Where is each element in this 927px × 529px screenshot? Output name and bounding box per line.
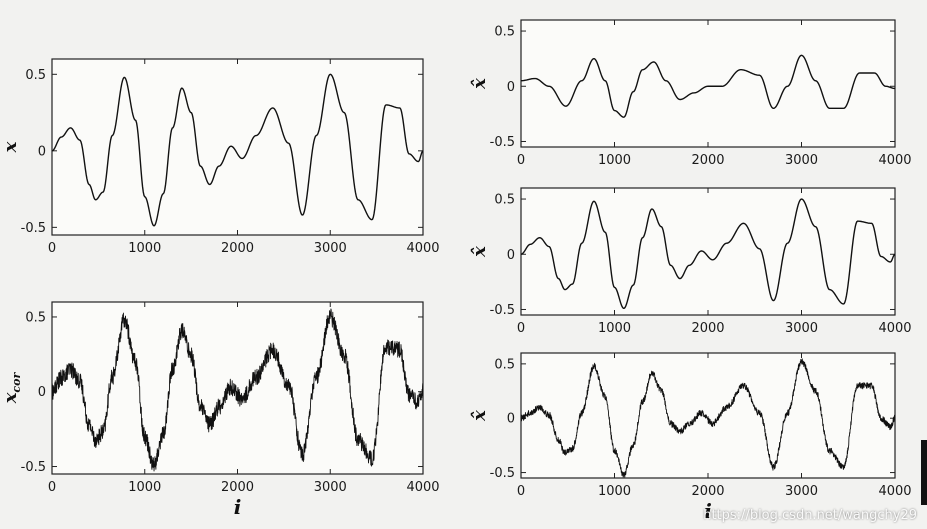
x-tick-label: 3000 — [314, 241, 347, 256]
y-axis-label-main: x — [0, 141, 21, 153]
x-tick-label: 4000 — [406, 480, 439, 495]
x-tick-label: 0 — [48, 241, 56, 256]
y-tick-label: 0 — [38, 144, 46, 159]
y-axis-label: xcor — [0, 372, 23, 405]
y-tick-label: 0.5 — [25, 68, 46, 83]
x-tick-label: 3000 — [785, 153, 818, 168]
series-line — [52, 308, 423, 472]
watermark-text: https://blog.csdn.net/wangchy29 — [703, 508, 917, 523]
x-tick-label: 1000 — [598, 484, 631, 499]
plot-frame — [520, 187, 896, 316]
x-tick-label: 4000 — [878, 321, 911, 336]
x-tick-label: 2000 — [221, 241, 254, 256]
y-tick-label: -0.5 — [21, 221, 46, 236]
y-tick-label: -0.5 — [490, 135, 515, 150]
x-tick-label: 0 — [517, 153, 525, 168]
x-tick-label: 4000 — [878, 153, 911, 168]
y-tick-label: 0.5 — [25, 310, 46, 325]
x-tick-label: 0 — [48, 480, 56, 495]
x-tick-label: 3000 — [314, 480, 347, 495]
x-tick-label: 1000 — [598, 321, 631, 336]
x-tick-label: 3000 — [785, 484, 818, 499]
y-axis-label-main: x — [0, 392, 21, 404]
x-tick-label: 0 — [517, 321, 525, 336]
y-tick-label: 0 — [38, 385, 46, 400]
x-tick-label: 1000 — [128, 480, 161, 495]
y-axis-label: x̂ — [469, 78, 490, 90]
x-tick-label: 3000 — [785, 321, 818, 336]
y-axis-label-main: x̂ — [469, 410, 490, 422]
y-axis-label-main: x̂ — [469, 78, 490, 90]
y-tick-label: 0 — [507, 412, 515, 427]
series-line — [521, 358, 895, 478]
x-axis-label: i — [704, 499, 712, 523]
x-tick-label: 4000 — [406, 241, 439, 256]
series-line — [521, 198, 895, 309]
edge-bar — [921, 440, 927, 505]
y-tick-label: -0.5 — [490, 466, 515, 481]
plot-frame — [51, 58, 424, 236]
x-tick-label: 2000 — [691, 484, 724, 499]
y-tick-label: 0.5 — [494, 193, 515, 208]
y-axis-label: x — [0, 141, 21, 153]
plot-frame — [520, 19, 896, 148]
y-axis-label: x̂ — [469, 246, 490, 258]
y-tick-label: 0.5 — [494, 25, 515, 40]
x-tick-label: 2000 — [221, 480, 254, 495]
y-tick-label: 0 — [507, 248, 515, 263]
series-line — [521, 54, 895, 118]
x-tick-label: 4000 — [878, 484, 911, 499]
plot-frame — [520, 352, 896, 479]
x-tick-label: 1000 — [128, 241, 161, 256]
x-tick-label: 2000 — [691, 321, 724, 336]
x-axis-label: i — [234, 495, 242, 519]
y-axis-label-subscript: cor — [10, 372, 23, 393]
y-axis-label: x̂ — [469, 410, 490, 422]
x-tick-label: 0 — [517, 484, 525, 499]
x-tick-label: 2000 — [691, 153, 724, 168]
y-tick-label: 0 — [507, 80, 515, 95]
y-tick-label: 0.5 — [494, 357, 515, 372]
y-tick-label: -0.5 — [21, 460, 46, 475]
x-tick-label: 1000 — [598, 153, 631, 168]
series-line — [52, 73, 423, 227]
y-tick-label: -0.5 — [490, 303, 515, 318]
y-axis-label-main: x̂ — [469, 246, 490, 258]
